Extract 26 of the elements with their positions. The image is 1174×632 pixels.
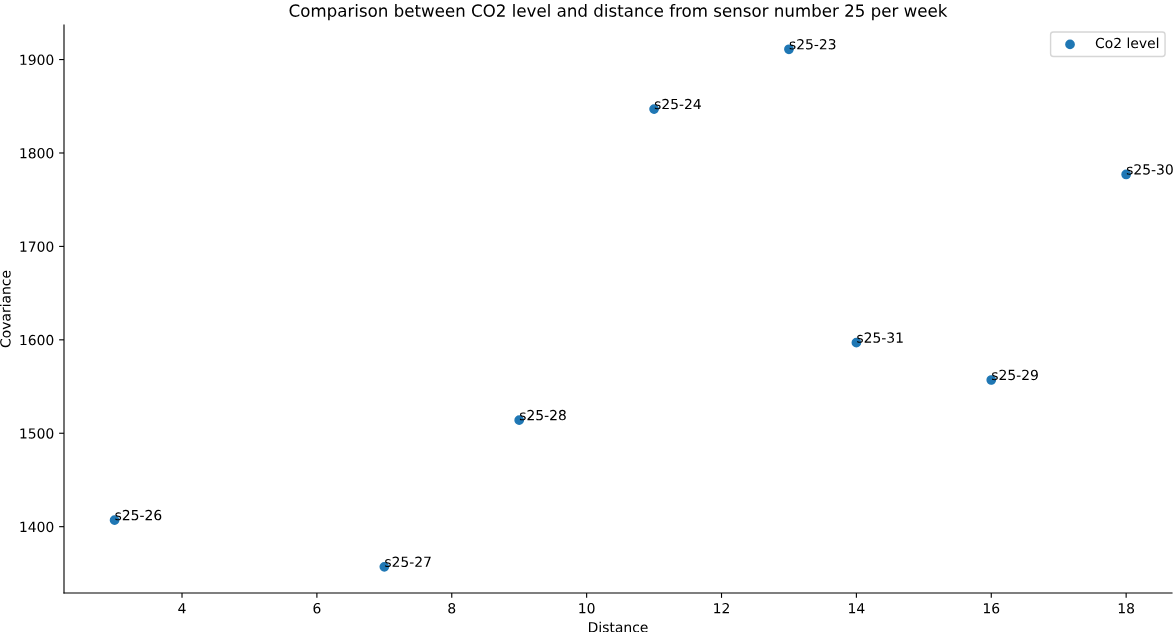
legend-label: Co2 level bbox=[1095, 37, 1159, 49]
y-tick-label: 1500 bbox=[20, 428, 54, 439]
annotation: s25-23 bbox=[789, 38, 836, 50]
x-tick-label: 4 bbox=[178, 603, 186, 614]
annotation: s25-30 bbox=[1126, 164, 1173, 175]
annotation: s25-28 bbox=[519, 409, 566, 421]
y-tick-label: 1600 bbox=[20, 334, 54, 346]
annotation: s25-29 bbox=[992, 369, 1038, 381]
x-axis-title: Distance bbox=[589, 621, 648, 632]
x-tick-label: 18 bbox=[1118, 602, 1135, 614]
annotation: s25-24 bbox=[654, 98, 701, 110]
x-tick-label: 14 bbox=[849, 603, 865, 614]
x-tick-label: 10 bbox=[579, 602, 595, 614]
y-tick-label: 1900 bbox=[20, 54, 54, 66]
annotation: s25-27 bbox=[385, 556, 431, 568]
y-tick-label: 1700 bbox=[20, 241, 54, 252]
x-tick-label: 6 bbox=[313, 602, 321, 614]
annotation: s25-26 bbox=[115, 509, 162, 521]
y-tick-label: 1400 bbox=[20, 521, 54, 533]
x-tick-label: 8 bbox=[448, 602, 456, 614]
x-tick-label: 12 bbox=[714, 602, 729, 614]
chart-title: Comparison between CO2 level and distance from sensor number 25 per week bbox=[289, 4, 948, 21]
x-tick-label: 16 bbox=[983, 602, 1000, 614]
annotation: s25-31 bbox=[857, 332, 903, 343]
y-tick-label: 1800 bbox=[20, 147, 54, 159]
y-axis-title: Covariance bbox=[0, 270, 11, 348]
